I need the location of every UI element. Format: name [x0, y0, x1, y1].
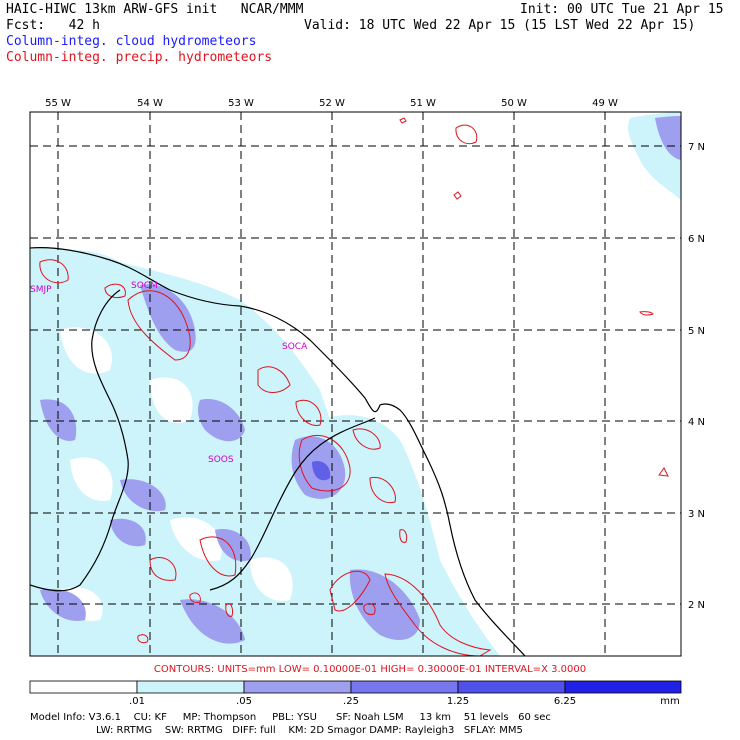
lon-label: 53 W	[228, 98, 254, 109]
cloud-core-ne	[655, 116, 681, 160]
cloud-core-sw2	[120, 479, 166, 512]
model-info-line1: Model Info: V3.6.1 CU: KF MP: Thompson P…	[30, 712, 551, 723]
station-label-socm: SOCM	[131, 281, 158, 291]
model-info-line2: LW: RRTMG SW: RRTMG DIFF: full KM: 2D Sm…	[96, 725, 523, 736]
lon-label: 54 W	[137, 98, 163, 109]
cloud-area-nw	[30, 247, 90, 300]
lon-label: 55 W	[45, 98, 71, 109]
lon-label: 52 W	[319, 98, 345, 109]
cloud-area-mid	[238, 357, 310, 414]
lon-label: 50 W	[501, 98, 527, 109]
init-time: Init: 00 UTC Tue 21 Apr 15	[520, 2, 724, 17]
lat-label: 2 N	[688, 600, 705, 611]
colorbar-bin-3	[350, 680, 459, 694]
cloud-core-sw3	[40, 589, 86, 621]
lon-label: 49 W	[592, 98, 618, 109]
station-label-smjp: SMJP	[30, 285, 52, 295]
colorbar-label: 1.25	[446, 696, 470, 707]
valid-time: Valid: 18 UTC Wed 22 Apr 15 (15 LST Wed …	[304, 18, 696, 33]
field-label-cloud: Column-integ. cloud hydrometeors	[6, 34, 257, 49]
station-label-soos: SOOS	[208, 455, 234, 465]
longitude-labels: 55 W 54 W 53 W 52 W 51 W 50 W 49 W	[45, 98, 618, 109]
cloud-core-max	[312, 460, 331, 481]
cloud-core-sw1	[40, 399, 77, 441]
lat-label: 3 N	[688, 509, 705, 520]
lat-label: 6 N	[688, 234, 705, 245]
field-label-precip: Column-integ. precip. hydrometeors	[6, 50, 273, 65]
colorbar-bin-4	[457, 680, 566, 694]
map-frame	[29, 111, 682, 657]
hydrometeor-field	[30, 112, 681, 656]
colorbar-label: .25	[343, 696, 359, 707]
colorbar-bin-1	[136, 680, 245, 694]
precip-contours	[39, 117, 669, 656]
cloud-core-mid2	[110, 518, 146, 547]
cloud-core-mid3	[215, 529, 251, 562]
lat-label: 5 N	[688, 326, 705, 337]
cloud-core-south	[180, 599, 245, 644]
lon-label: 51 W	[410, 98, 436, 109]
colorbar-label: .05	[236, 696, 252, 707]
contours-info: CONTOURS: UNITS=mm LOW= 0.10000E-01 HIGH…	[153, 664, 587, 675]
cloud-core-west	[197, 399, 245, 442]
coastline	[30, 247, 526, 656]
lat-label: 4 N	[688, 417, 705, 428]
colorbar-bin-5	[564, 680, 682, 694]
cloud-core-socm	[140, 284, 196, 352]
latitude-labels: 7 N 6 N 5 N 4 N 3 N 2 N	[688, 142, 705, 611]
colorbar	[29, 680, 682, 694]
colorbar-bin-2	[243, 680, 352, 694]
colorbar-bin-0	[29, 680, 138, 694]
plot-title: HAIC-HIWC 13km ARW-GFS init NCAR/MMM	[6, 2, 304, 17]
stations: SMJP SOCM SOCA SOOS	[30, 281, 308, 465]
station-label-soca: SOCA	[282, 342, 308, 352]
colorbar-label: 6.25	[553, 696, 577, 707]
lat-lon-grid	[30, 112, 681, 656]
lat-label: 7 N	[688, 142, 705, 153]
colorbar-unit: mm	[660, 696, 680, 707]
forecast-hour: Fcst: 42 h	[6, 18, 100, 33]
cloud-core-amapa	[349, 569, 420, 640]
colorbar-label: .01	[129, 696, 145, 707]
